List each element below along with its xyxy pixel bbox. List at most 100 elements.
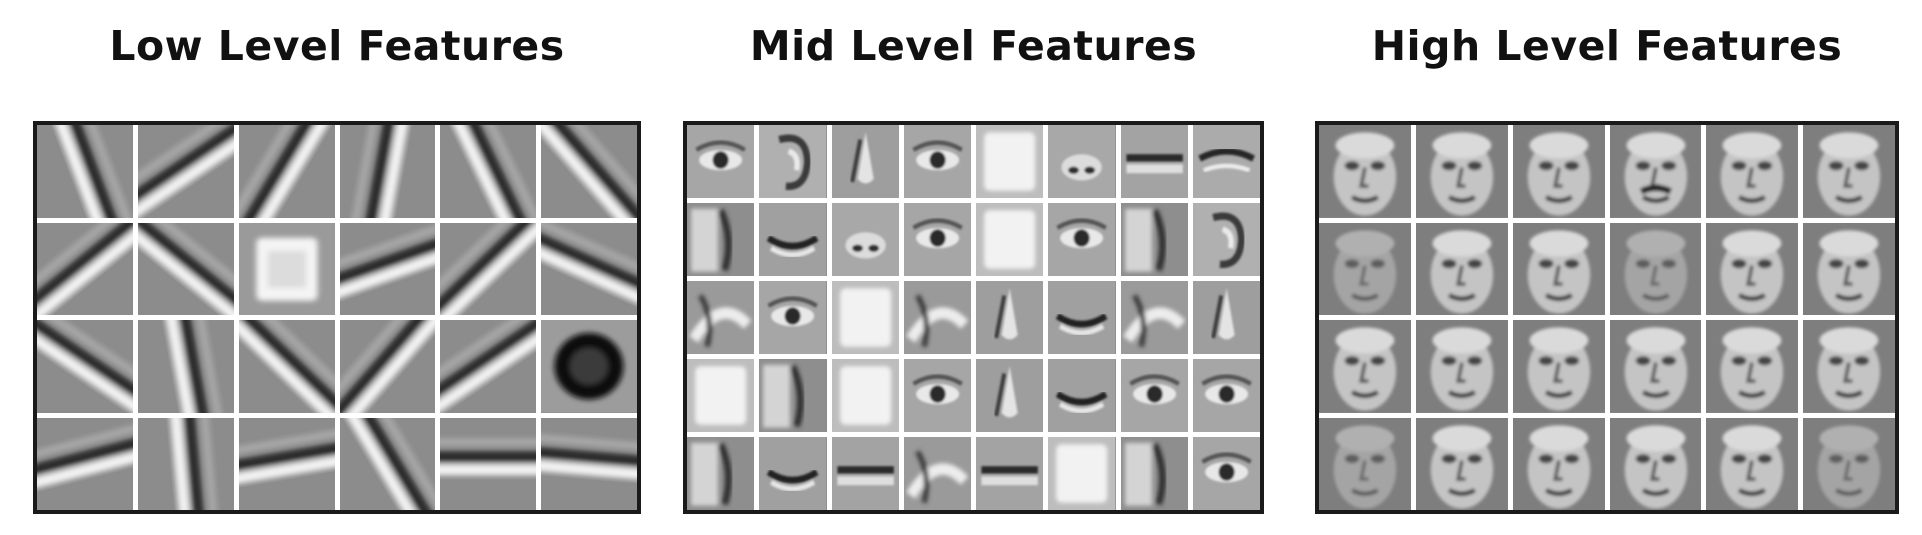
part-feature-tile bbox=[1120, 125, 1188, 198]
face-feature-tile bbox=[1415, 222, 1508, 315]
part-feature-tile bbox=[1048, 203, 1116, 276]
part-feature-tile bbox=[903, 125, 971, 198]
part-feature-tile bbox=[903, 359, 971, 432]
feature-visual bbox=[1048, 125, 1116, 198]
feature-visual bbox=[1803, 320, 1895, 413]
feature-visual bbox=[339, 320, 436, 413]
feature-visual bbox=[1048, 437, 1116, 510]
part-feature-tile bbox=[759, 437, 827, 510]
face-feature-tile bbox=[1512, 417, 1605, 510]
part-feature-tile bbox=[903, 437, 971, 510]
part-feature-tile bbox=[687, 203, 755, 276]
face-feature-tile bbox=[1803, 320, 1895, 413]
feature-visual bbox=[687, 359, 755, 432]
edge-feature-tile bbox=[37, 125, 133, 218]
edge-feature-tile bbox=[440, 125, 537, 218]
face-feature-tile bbox=[1609, 417, 1702, 510]
feature-visual bbox=[238, 320, 335, 413]
part-feature-tile bbox=[1120, 281, 1188, 354]
face-feature-tile bbox=[1706, 222, 1799, 315]
feature-grid-low-level bbox=[33, 121, 641, 514]
edge-feature-tile bbox=[37, 222, 133, 315]
feature-visual bbox=[759, 125, 827, 198]
feature-visual bbox=[1319, 222, 1411, 315]
feature-visual bbox=[1120, 203, 1188, 276]
feature-visual bbox=[1192, 203, 1260, 276]
edge-feature-tile bbox=[238, 417, 335, 510]
feature-visual bbox=[687, 437, 755, 510]
feature-visual bbox=[1415, 417, 1508, 510]
feature-visual bbox=[440, 222, 537, 315]
face-feature-tile bbox=[1415, 320, 1508, 413]
part-feature-tile bbox=[831, 281, 899, 354]
part-feature-tile bbox=[903, 281, 971, 354]
edge-feature-tile bbox=[238, 320, 335, 413]
face-feature-tile bbox=[1512, 222, 1605, 315]
part-feature-tile bbox=[759, 281, 827, 354]
part-feature-tile bbox=[976, 125, 1044, 198]
feature-visual bbox=[137, 417, 234, 510]
part-feature-tile bbox=[759, 359, 827, 432]
feature-visual bbox=[831, 203, 899, 276]
feature-visual bbox=[137, 320, 234, 413]
edge-feature-tile bbox=[541, 125, 637, 218]
edge-feature-tile bbox=[440, 417, 537, 510]
part-feature-tile bbox=[687, 281, 755, 354]
feature-visual bbox=[831, 437, 899, 510]
feature-grid-mid-level bbox=[683, 121, 1264, 514]
part-feature-tile bbox=[1120, 203, 1188, 276]
face-feature-tile bbox=[1609, 222, 1702, 315]
feature-visual bbox=[137, 125, 234, 218]
feature-visual bbox=[1192, 125, 1260, 198]
edge-feature-tile bbox=[137, 320, 234, 413]
face-feature-tile bbox=[1609, 320, 1702, 413]
edge-feature-tile bbox=[37, 417, 133, 510]
feature-visual bbox=[541, 125, 637, 218]
feature-visual bbox=[1803, 417, 1895, 510]
feature-visual bbox=[37, 417, 133, 510]
feature-visual bbox=[541, 222, 637, 315]
edge-feature-tile bbox=[37, 320, 133, 413]
feature-visual bbox=[37, 320, 133, 413]
face-feature-tile bbox=[1803, 417, 1895, 510]
face-feature-tile bbox=[1706, 320, 1799, 413]
feature-visual bbox=[1120, 281, 1188, 354]
feature-visual bbox=[1319, 417, 1411, 510]
feature-visual bbox=[759, 437, 827, 510]
face-feature-tile bbox=[1512, 320, 1605, 413]
edge-feature-tile bbox=[137, 125, 234, 218]
feature-visual bbox=[1192, 359, 1260, 432]
panel-low-level: Low Level Features bbox=[33, 0, 641, 535]
edge-feature-tile bbox=[339, 320, 436, 413]
face-feature-tile bbox=[1415, 417, 1508, 510]
feature-visual bbox=[1319, 320, 1411, 413]
face-feature-tile bbox=[1803, 125, 1895, 218]
edge-feature-tile bbox=[137, 417, 234, 510]
feature-visual bbox=[1319, 125, 1411, 218]
face-feature-tile bbox=[1319, 320, 1411, 413]
panel-high-level: High Level Features bbox=[1315, 0, 1899, 535]
part-feature-tile bbox=[903, 203, 971, 276]
part-feature-tile bbox=[759, 203, 827, 276]
feature-visual bbox=[339, 417, 436, 510]
feature-visual bbox=[1803, 222, 1895, 315]
edge-feature-tile bbox=[339, 417, 436, 510]
part-feature-tile bbox=[831, 203, 899, 276]
feature-visual bbox=[976, 125, 1044, 198]
feature-visual bbox=[976, 437, 1044, 510]
feature-visual bbox=[1048, 281, 1116, 354]
feature-visual bbox=[1415, 320, 1508, 413]
feature-visual bbox=[687, 125, 755, 198]
feature-visual bbox=[1048, 203, 1116, 276]
face-feature-tile bbox=[1803, 222, 1895, 315]
feature-visual bbox=[238, 125, 335, 218]
feature-visual bbox=[440, 417, 537, 510]
part-feature-tile bbox=[831, 125, 899, 198]
feature-visual bbox=[1706, 417, 1799, 510]
feature-visual bbox=[903, 359, 971, 432]
part-feature-tile bbox=[976, 359, 1044, 432]
feature-visual bbox=[1120, 437, 1188, 510]
feature-visual bbox=[1512, 222, 1605, 315]
feature-visual bbox=[1192, 437, 1260, 510]
feature-visual bbox=[976, 281, 1044, 354]
